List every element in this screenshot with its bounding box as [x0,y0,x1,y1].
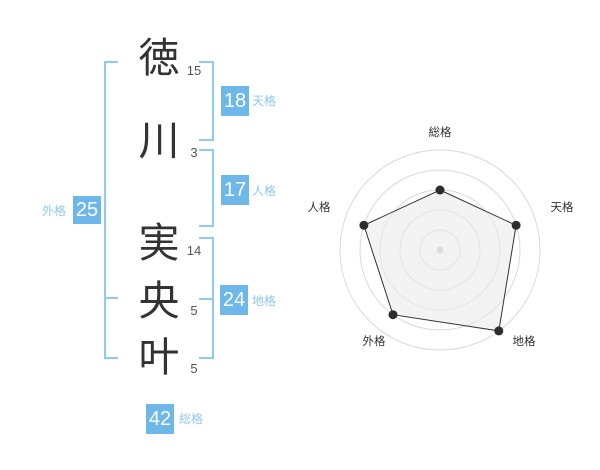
radar-axis-label-jinkaku: 人格 [308,200,331,214]
soukaku-score-box: 42 [146,404,174,434]
stroke-count: 5 [190,361,198,376]
tenkaku-label: 天格 [252,94,277,108]
gaikaku-label: 外格 [41,204,66,218]
tenkaku-score-box: 18 [221,86,249,116]
stroke-count: 5 [190,303,198,318]
name-kanji: 川 [138,118,180,164]
name-kanji: 叶 [138,334,180,380]
name-kanji: 央 [138,278,180,324]
radar-axis-label-gaikaku: 外格 [363,334,386,348]
jinkaku-score-box: 17 [221,175,249,205]
gaikaku-score-box: 25 [73,196,101,224]
stroke-count: 3 [190,145,198,160]
radar-chart: 総格 天格 地格 外格 人格 [308,125,574,351]
soukaku-label: 総格 [179,412,204,426]
jinkaku-label: 人格 [252,184,277,198]
chikaku-label: 地格 [252,294,277,308]
radar-shape [359,185,521,336]
name-kanji: 実 [138,220,180,266]
stroke-count: 15 [186,63,202,78]
stroke-count: 14 [186,243,202,258]
name-kanji: 徳 [138,35,180,81]
radar-axis-label-chikaku: 地格 [513,334,536,348]
chikaku-score-box: 24 [220,285,248,315]
radar-axis-label-soukaku: 総格 [429,125,452,139]
radar-axis-label-tenkaku: 天格 [551,200,574,214]
